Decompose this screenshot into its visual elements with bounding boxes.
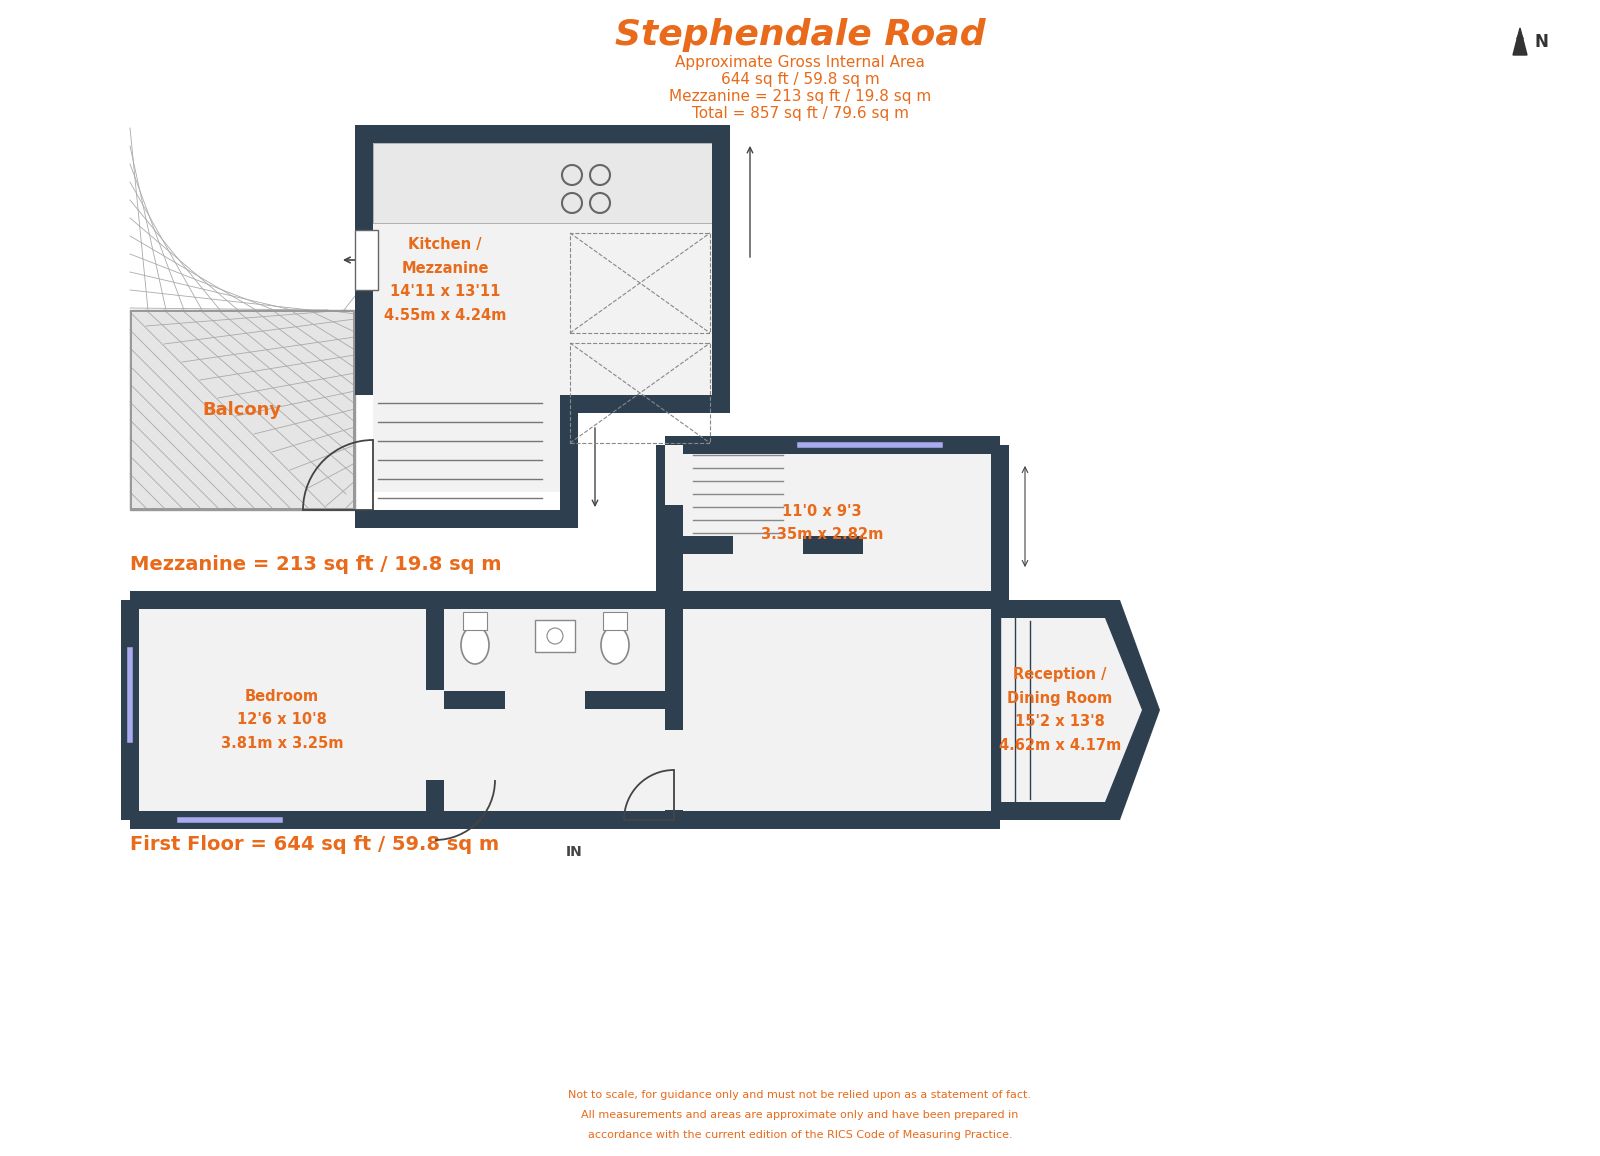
Text: Stephendale Road: Stephendale Road xyxy=(614,18,986,52)
Bar xyxy=(683,536,862,554)
Bar xyxy=(733,536,803,554)
Bar xyxy=(534,620,574,652)
Bar xyxy=(666,445,683,820)
Text: Not to scale, for guidance only and must not be relied upon as a statement of fa: Not to scale, for guidance only and must… xyxy=(568,1090,1032,1101)
Bar xyxy=(130,310,131,510)
Bar xyxy=(570,343,710,443)
Text: IN: IN xyxy=(566,845,582,859)
Bar xyxy=(560,395,730,413)
Ellipse shape xyxy=(602,627,629,664)
Text: Total = 857 sq ft / 79.6 sq m: Total = 857 sq ft / 79.6 sq m xyxy=(691,106,909,121)
Bar xyxy=(462,612,486,630)
Bar xyxy=(435,691,674,709)
Polygon shape xyxy=(1000,618,1142,802)
Polygon shape xyxy=(1000,600,1160,820)
Ellipse shape xyxy=(461,627,490,664)
Bar xyxy=(130,591,666,609)
Bar xyxy=(355,510,560,528)
Bar xyxy=(666,445,683,505)
Text: Balcony: Balcony xyxy=(203,401,282,418)
Text: Bedroom
12'6 x 10'8
3.81m x 3.25m: Bedroom 12'6 x 10'8 3.81m x 3.25m xyxy=(221,689,344,751)
Bar xyxy=(130,310,355,312)
Bar xyxy=(990,445,1010,820)
Bar xyxy=(426,600,445,820)
Bar xyxy=(130,507,355,510)
Text: N: N xyxy=(1534,34,1549,51)
Bar xyxy=(603,612,627,630)
Polygon shape xyxy=(1514,28,1526,55)
Bar xyxy=(354,310,355,510)
Bar xyxy=(122,600,139,820)
Bar xyxy=(570,234,710,333)
Bar xyxy=(130,812,1000,829)
Bar xyxy=(656,445,674,600)
Bar xyxy=(355,125,730,143)
Bar xyxy=(506,691,586,709)
Text: accordance with the current edition of the RICS Code of Measuring Practice.: accordance with the current edition of t… xyxy=(587,1131,1013,1140)
Bar xyxy=(355,125,373,395)
Text: Approximate Gross Internal Area: Approximate Gross Internal Area xyxy=(675,55,925,71)
Bar xyxy=(666,729,683,810)
Bar xyxy=(666,436,1000,454)
Text: All measurements and areas are approximate only and have been prepared in: All measurements and areas are approxima… xyxy=(581,1110,1019,1120)
Text: First Floor = 644 sq ft / 59.8 sq m: First Floor = 644 sq ft / 59.8 sq m xyxy=(130,835,499,854)
Bar xyxy=(130,310,355,510)
Bar xyxy=(373,143,712,223)
Text: Mezzanine = 213 sq ft / 19.8 sq m: Mezzanine = 213 sq ft / 19.8 sq m xyxy=(130,555,501,575)
Bar xyxy=(130,591,1000,609)
Bar xyxy=(666,445,1000,600)
Text: Reception /
Dining Room
15'2 x 13'8
4.62m x 4.17m: Reception / Dining Room 15'2 x 13'8 4.62… xyxy=(998,667,1122,753)
Text: Kitchen /
Mezzanine
14'11 x 13'11
4.55m x 4.24m: Kitchen / Mezzanine 14'11 x 13'11 4.55m … xyxy=(384,237,506,323)
Text: 644 sq ft / 59.8 sq m: 644 sq ft / 59.8 sq m xyxy=(720,72,880,87)
Bar xyxy=(426,690,445,780)
Bar xyxy=(130,600,1000,820)
Bar xyxy=(712,125,730,395)
Bar xyxy=(355,230,378,290)
Bar xyxy=(373,377,560,492)
Bar xyxy=(560,395,578,528)
Text: Mezzanine = 213 sq ft / 19.8 sq m: Mezzanine = 213 sq ft / 19.8 sq m xyxy=(669,89,931,104)
Bar xyxy=(990,600,1010,820)
Text: 11'0 x 9'3
3.35m x 2.82m: 11'0 x 9'3 3.35m x 2.82m xyxy=(762,504,883,542)
Bar xyxy=(373,143,730,395)
